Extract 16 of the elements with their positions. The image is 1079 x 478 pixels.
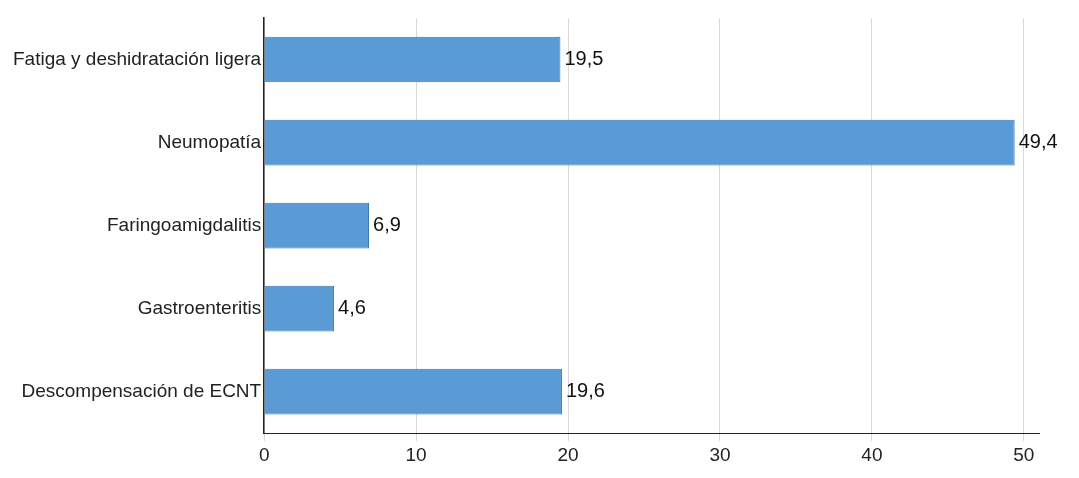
data-label: 19,6 (565, 379, 605, 402)
data-label: 4,6 (338, 296, 366, 319)
x-tick-label: 10 (405, 443, 427, 465)
x-tick-label: 30 (709, 443, 731, 465)
y-tick-label: Gastroenteritis (137, 296, 262, 318)
x-tick-label: 50 (1013, 443, 1035, 465)
y-tick-label: Neumopatía (157, 130, 262, 152)
x-tick-label: 40 (861, 443, 883, 465)
data-label: 49,4 (1018, 130, 1058, 153)
y-tick-label: Descompensación de ECNT (21, 379, 262, 401)
y-tick-label: Faringoamigdalitis (107, 213, 262, 235)
data-label: 19,5 (564, 47, 604, 70)
data-label: 6,9 (373, 213, 401, 236)
y-tick-label: Fatiga y deshidratación ligera (12, 47, 262, 69)
x-tick-label: 20 (557, 443, 579, 465)
x-tick-label: 0 (258, 443, 270, 465)
